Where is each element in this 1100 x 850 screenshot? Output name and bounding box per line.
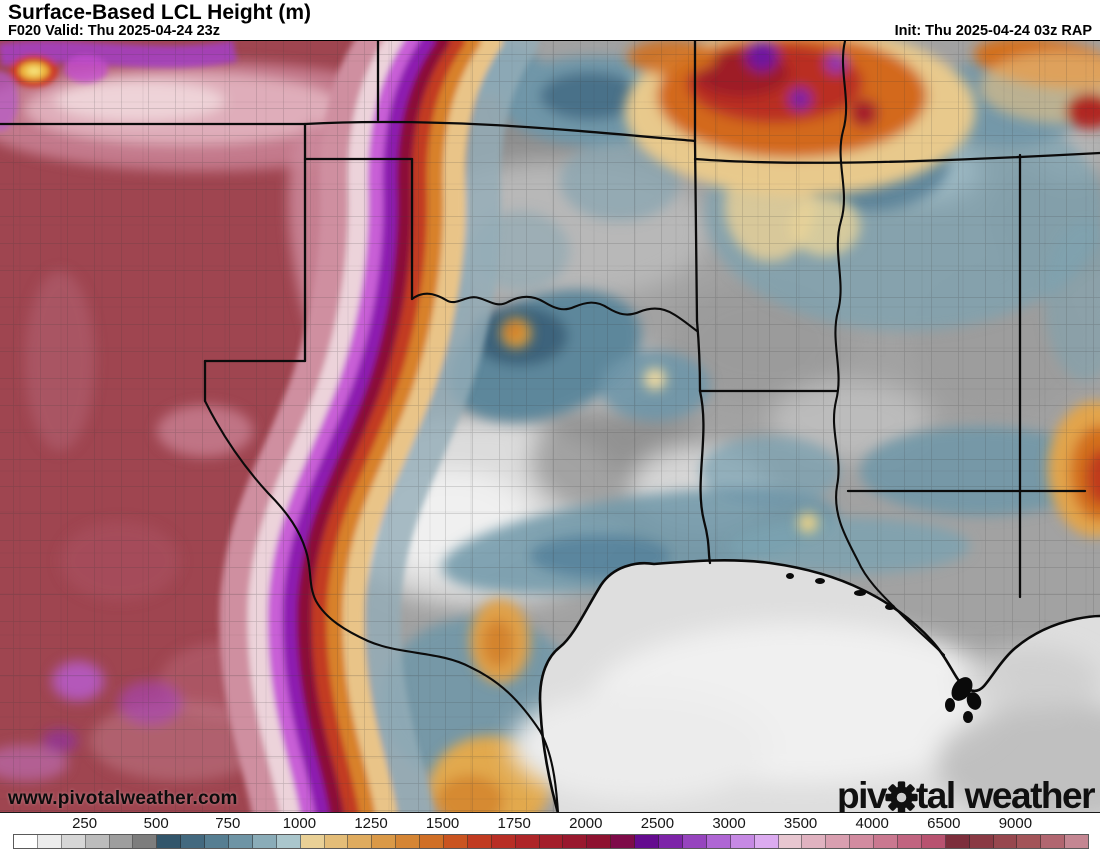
colorbar-cell	[491, 835, 516, 848]
map-header: Surface-Based LCL Height (m) F020 Valid:…	[0, 0, 1100, 40]
colorbar-cell	[133, 835, 158, 848]
colorbar-cell	[396, 835, 421, 848]
colorbar-tick-label: 6500	[927, 815, 961, 832]
map-canvas: www.pivotalweather.com piv tal weather	[0, 40, 1100, 812]
colorbar-cell	[778, 835, 803, 848]
mississippi-river	[832, 41, 946, 657]
lcl-filled-contour-map	[0, 41, 1100, 812]
colorbar-cell	[826, 835, 851, 848]
colorbar-cell	[921, 835, 946, 848]
colorbar-cell	[587, 835, 612, 848]
colorbar-cell	[205, 835, 230, 848]
colorbar: 250 500 750 1000 1250 1500 1750 2000 2500 3000 350…	[0, 812, 1100, 850]
gulf-of-mexico-region	[510, 560, 1100, 812]
logo-text-piv: piv	[837, 775, 887, 812]
colorbar-tick-label: 1500	[425, 815, 460, 832]
colorbar-cell	[420, 835, 445, 848]
rivers	[203, 41, 946, 812]
colorbar-cell	[324, 835, 349, 848]
init-time-label: Init: Thu 2025-04-24 03z RAP	[894, 23, 1092, 39]
colorbar-cell	[276, 835, 301, 848]
colorbar-cells	[13, 834, 1089, 849]
watermark: www.pivotalweather.com	[8, 788, 238, 809]
colorbar-cell	[993, 835, 1018, 848]
colorbar-cell	[1065, 835, 1089, 848]
colorbar-cell	[37, 835, 62, 848]
red-river	[410, 292, 699, 333]
colorbar-labels: 250 500 750 1000 1250 1500 1750 2000 2500 3000 350…	[13, 814, 1087, 832]
colorbar-cell	[945, 835, 970, 848]
colorbar-cell	[181, 835, 206, 848]
colorbar-cell	[229, 835, 253, 848]
colorbar-tick-label: 2000	[569, 815, 603, 832]
colorbar-cell	[1017, 835, 1042, 848]
colorbar-cell	[252, 835, 277, 848]
colorbar-tick-label: 2500	[640, 815, 675, 832]
colorbar-cell	[467, 835, 492, 848]
rio-grande	[203, 399, 559, 812]
colorbar-tick-label: 4000	[855, 815, 889, 832]
colorbar-cell	[635, 835, 660, 848]
colorbar-cell	[897, 835, 922, 848]
colorbar-cell	[539, 835, 564, 848]
colorbar-cell	[1041, 835, 1066, 848]
colorbar-cell	[109, 835, 134, 848]
colorbar-tick-label: 750	[215, 815, 241, 832]
colorbar-cell	[157, 835, 182, 848]
pivotal-weather-logo: piv tal weather	[837, 775, 1096, 812]
colorbar-cell	[300, 835, 325, 848]
colorbar-cell	[682, 835, 707, 848]
colorbar-cell	[611, 835, 636, 848]
colorbar-tick-label: 1250	[354, 815, 388, 832]
colorbar-cell	[659, 835, 683, 848]
colorbar-cell	[61, 835, 86, 848]
valid-time-label: F020 Valid: Thu 2025-04-24 23z	[8, 23, 220, 39]
colorbar-cell	[874, 835, 898, 848]
colorbar-cell	[372, 835, 397, 848]
colorbar-cell	[348, 835, 373, 848]
colorbar-cell	[14, 835, 38, 848]
colorbar-cell	[802, 835, 827, 848]
gulf-coastline	[538, 559, 1100, 812]
colorbar-tick-label: 9000	[998, 815, 1033, 832]
colorbar-cell	[515, 835, 540, 848]
colorbar-cell	[85, 835, 110, 848]
colorbar-cell	[563, 835, 588, 848]
colorbar-cell	[969, 835, 994, 848]
colorbar-cell	[850, 835, 875, 848]
logo-text-weather: weather	[964, 775, 1096, 812]
colorbar-cell	[444, 835, 468, 848]
colorbar-tick-label: 3000	[712, 815, 746, 832]
logo-text-tal: tal	[915, 775, 956, 812]
state-borders	[0, 41, 1100, 599]
colorbar-tick-label: 500	[143, 815, 169, 832]
colorbar-tick-label: 3500	[783, 815, 818, 832]
colorbar-cell	[730, 835, 755, 848]
colorbar-tick-label: 1000	[282, 815, 317, 832]
gear-icon	[885, 780, 918, 812]
colorbar-cell	[706, 835, 731, 848]
page-title: Surface-Based LCL Height (m)	[8, 1, 311, 24]
colorbar-tick-label: 1750	[497, 815, 531, 832]
colorbar-tick-label: 250	[72, 815, 98, 832]
mississippi-delta-marsh	[786, 573, 982, 723]
colorbar-cell	[754, 835, 779, 848]
